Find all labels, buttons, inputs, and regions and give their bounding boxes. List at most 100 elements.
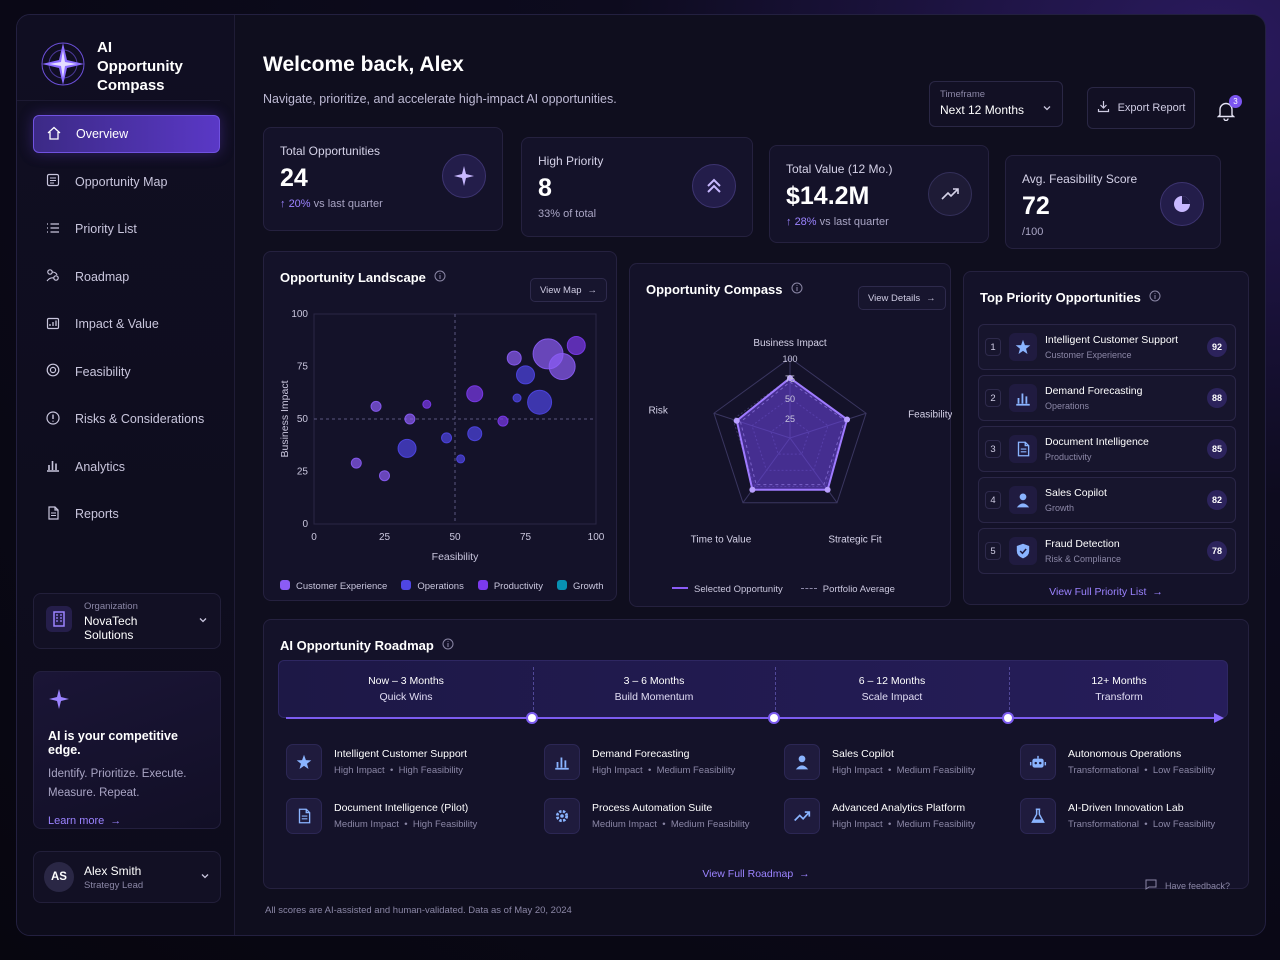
user-menu[interactable]: AS Alex Smith Strategy Lead bbox=[33, 851, 221, 903]
kpi-note-text: vs last quarter bbox=[819, 216, 889, 228]
kpi-card-feasibility-score[interactable]: Avg. Feasibility Score 72 /100 bbox=[1005, 155, 1221, 249]
priority-name: Sales Copilot bbox=[1045, 487, 1107, 499]
timeline-line bbox=[286, 712, 1224, 724]
roadmap-timeline: Now – 3 Months Quick Wins 3 – 6 Months Buil… bbox=[278, 660, 1228, 718]
kpi-label: Total Value (12 Mo.) bbox=[786, 162, 893, 176]
user-name: Alex Smith bbox=[84, 863, 142, 878]
timeframe-select[interactable]: Timeframe Next 12 Months bbox=[929, 81, 1063, 127]
feedback-button[interactable]: Have feedback? bbox=[1145, 879, 1230, 892]
arrow-right-icon: → bbox=[110, 815, 122, 827]
x-axis-label: Feasibility bbox=[432, 551, 479, 563]
roadmap-item[interactable]: Sales Copilot High Impact • Medium Feasi… bbox=[784, 744, 975, 780]
priority-score-badge: 88 bbox=[1207, 388, 1227, 408]
scatter-point bbox=[497, 415, 509, 427]
priority-category: Customer Experience bbox=[1045, 350, 1132, 360]
chat-icon bbox=[1145, 879, 1157, 892]
roadmap-phase[interactable]: 12+ Months Transform bbox=[1009, 661, 1229, 719]
person-icon bbox=[1009, 486, 1037, 514]
download-icon bbox=[1097, 100, 1110, 116]
roadmap-item-impact: High Impact bbox=[592, 765, 643, 776]
pie-icon bbox=[1160, 182, 1204, 226]
bell-icon[interactable] bbox=[1216, 101, 1236, 126]
roadmap-item-meta: Transformational • Low Feasibility bbox=[1068, 765, 1216, 776]
priority-list-item[interactable]: 3 Document Intelligence Productivity 85 bbox=[978, 426, 1236, 472]
brand[interactable]: AI Opportunity Compass bbox=[17, 15, 220, 101]
roadmap-item[interactable]: Intelligent Customer Support High Impact… bbox=[286, 744, 467, 780]
roadmap-item[interactable]: Demand Forecasting High Impact • Medium … bbox=[544, 744, 735, 780]
roadmap-item[interactable]: Autonomous Operations Transformational •… bbox=[1020, 744, 1215, 780]
nav-item-opportunity-map[interactable]: Opportunity Map bbox=[33, 163, 220, 201]
nav-item-impact-value[interactable]: Impact & Value bbox=[33, 305, 220, 343]
notification-count-badge: 3 bbox=[1229, 95, 1242, 108]
roadmap-link-label: View Full Roadmap bbox=[702, 868, 794, 880]
phase-divider bbox=[1009, 667, 1010, 715]
nav-item-feasibility[interactable]: Feasibility bbox=[33, 353, 220, 391]
x-tick-label: 100 bbox=[588, 532, 605, 543]
legend-selected: Selected Opportunity bbox=[672, 584, 783, 595]
roadmap-item-name: Autonomous Operations bbox=[1068, 748, 1182, 760]
radar-point bbox=[824, 486, 831, 493]
kpi-note-text: vs last quarter bbox=[313, 198, 383, 210]
app-window: AI Opportunity Compass Overview Opportuni… bbox=[16, 14, 1266, 936]
kpi-card-total-value[interactable]: Total Value (12 Mo.) $14.2M ↑ 28% vs las… bbox=[769, 145, 989, 243]
opportunity-compass-panel: Opportunity Compass View Details → 25 50 75… bbox=[629, 263, 952, 607]
view-full-roadmap-link[interactable]: View Full Roadmap → bbox=[264, 864, 1248, 882]
priority-title: Top Priority Opportunities bbox=[980, 290, 1141, 305]
priority-list-item[interactable]: 1 Intelligent Customer Support Customer … bbox=[978, 324, 1236, 370]
timeframe-value: Next 12 Months bbox=[940, 103, 1025, 117]
legend-item: Productivity bbox=[477, 580, 543, 592]
scatter-point bbox=[350, 457, 362, 469]
nav-item-roadmap[interactable]: Roadmap bbox=[33, 258, 220, 296]
view-map-button[interactable]: View Map → bbox=[530, 278, 608, 302]
priority-list-item[interactable]: 4 Sales Copilot Growth 82 bbox=[978, 477, 1236, 523]
roadmap-item-feasibility: Medium Feasibility bbox=[670, 819, 750, 830]
roadmap-phase[interactable]: 3 – 6 Months Build Momentum bbox=[533, 661, 775, 719]
panel-title: AI Opportunity Roadmap bbox=[280, 638, 454, 653]
priority-name: Document Intelligence bbox=[1045, 436, 1149, 448]
learn-more-link[interactable]: Learn more → bbox=[48, 815, 121, 827]
nav-item-label: Overview bbox=[76, 127, 129, 141]
nav-item-overview[interactable]: Overview bbox=[33, 115, 220, 153]
kpi-note: ↑ 28% vs last quarter bbox=[786, 216, 889, 228]
bar-chart-icon bbox=[45, 457, 61, 476]
scatter-point bbox=[456, 454, 466, 464]
roadmap-panel: AI Opportunity Roadmap Now – 3 Months Qui… bbox=[263, 619, 1249, 889]
kpi-card-high-priority[interactable]: High Priority 8 33% of total bbox=[521, 137, 753, 237]
kpi-card-total-opportunities[interactable]: Total Opportunities 24 ↑ 20% vs last qua… bbox=[263, 127, 503, 231]
priority-category: Operations bbox=[1045, 401, 1090, 411]
nav-item-analytics[interactable]: Analytics bbox=[33, 448, 220, 486]
gear-icon bbox=[544, 798, 580, 834]
scatter-point bbox=[516, 365, 535, 385]
info-icon[interactable] bbox=[791, 282, 803, 297]
arrow-right-icon: → bbox=[926, 292, 936, 304]
legend-selected-label: Selected Opportunity bbox=[694, 584, 783, 595]
roadmap-item[interactable]: Advanced Analytics Platform High Impact … bbox=[784, 798, 975, 834]
nav-item-priority-list[interactable]: Priority List bbox=[33, 210, 220, 248]
info-icon[interactable] bbox=[1149, 290, 1161, 305]
avatar: AS bbox=[44, 862, 74, 892]
nav-item-risks-considerations[interactable]: Risks & Considerations bbox=[33, 400, 220, 438]
roadmap-item-name: Process Automation Suite bbox=[592, 802, 713, 814]
roadmap-item[interactable]: AI-Driven Innovation Lab Transformationa… bbox=[1020, 798, 1215, 834]
roadmap-phase[interactable]: Now – 3 Months Quick Wins bbox=[279, 661, 533, 719]
page-subtitle: Navigate, prioritize, and accelerate hig… bbox=[263, 92, 617, 106]
roadmap-item[interactable]: Process Automation Suite Medium Impact •… bbox=[544, 798, 750, 834]
roadmap-item[interactable]: Document Intelligence (Pilot) Medium Imp… bbox=[286, 798, 477, 834]
organization-selector[interactable]: Organization NovaTech Solutions bbox=[33, 593, 221, 649]
export-report-button[interactable]: Export Report bbox=[1087, 87, 1195, 129]
priority-list-item[interactable]: 5 Fraud Detection Risk & Compliance 78 bbox=[978, 528, 1236, 574]
priority-category: Risk & Compliance bbox=[1045, 554, 1122, 564]
roadmap-phase[interactable]: 6 – 12 Months Scale Impact bbox=[775, 661, 1009, 719]
phase-subtitle: Quick Wins bbox=[379, 691, 433, 703]
scatter-point bbox=[379, 470, 390, 482]
view-details-button[interactable]: View Details → bbox=[858, 286, 946, 310]
roadmap-item-name: AI-Driven Innovation Lab bbox=[1068, 802, 1184, 814]
info-icon[interactable] bbox=[434, 270, 446, 285]
view-full-priority-list-link[interactable]: View Full Priority List → bbox=[964, 582, 1248, 600]
info-icon[interactable] bbox=[442, 638, 454, 653]
nav-item-label: Roadmap bbox=[75, 269, 130, 284]
y-axis-label: Business Impact bbox=[279, 380, 291, 457]
radar-ring-label: 100 bbox=[782, 354, 797, 364]
priority-list-item[interactable]: 2 Demand Forecasting Operations 88 bbox=[978, 375, 1236, 421]
nav-item-reports[interactable]: Reports bbox=[33, 495, 220, 533]
